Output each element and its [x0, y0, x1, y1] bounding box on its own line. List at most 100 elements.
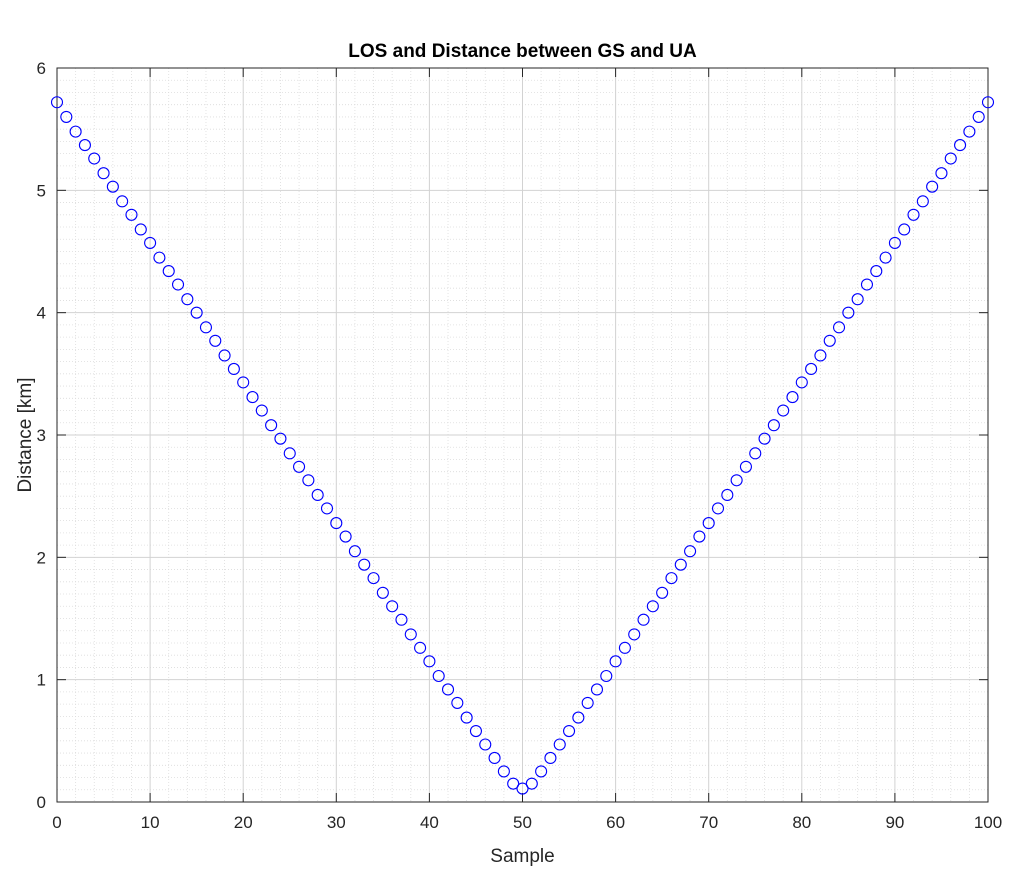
data-point: [907, 208, 920, 221]
data-point: [516, 782, 529, 795]
data-point: [274, 432, 287, 445]
data-point: [311, 488, 324, 501]
data-point: [376, 586, 389, 599]
data-point: [693, 530, 706, 543]
data-point: [181, 293, 194, 306]
data-point: [497, 765, 510, 778]
data-point: [553, 738, 566, 751]
data-point: [795, 376, 808, 389]
data-point: [190, 306, 203, 319]
tick-labels: 0 10 20 30 40 50 60 70 80 90 100 0 1 2 3 4 5 6: [37, 59, 1003, 832]
data-point: [479, 738, 492, 751]
data-point: [125, 208, 138, 221]
data-point: [535, 765, 548, 778]
data-point: [684, 545, 697, 558]
data-point: [404, 628, 417, 641]
data-point: [348, 545, 361, 558]
data-point: [218, 349, 231, 362]
major-grid: [56, 67, 989, 803]
data-point: [78, 139, 91, 152]
data-point: [749, 447, 762, 460]
data-point: [414, 641, 427, 654]
data-point: [209, 334, 222, 347]
data-point: [888, 236, 901, 249]
data-point: [758, 432, 771, 445]
data-point: [842, 306, 855, 319]
data-point: [581, 696, 594, 709]
data-point: [851, 293, 864, 306]
y-tick-label: 2: [37, 548, 46, 567]
data-point: [777, 404, 790, 417]
data-point: [50, 96, 64, 109]
y-tick-label: 5: [37, 181, 46, 200]
data-point: [97, 167, 110, 180]
data-point: [954, 139, 967, 152]
data-point: [283, 447, 296, 460]
data-point: [330, 517, 343, 530]
data-point: [320, 502, 334, 515]
data-point: [162, 265, 175, 278]
data-point: [507, 777, 520, 790]
data-point: [144, 236, 157, 249]
x-tick-label: 50: [513, 813, 532, 832]
data-point: [544, 751, 557, 765]
x-tick-label: 20: [234, 813, 253, 832]
data-point: [562, 724, 576, 738]
x-axis-label: Sample: [490, 846, 554, 867]
data-point: [423, 655, 436, 668]
data-point: [730, 474, 743, 487]
x-tick-label: 10: [141, 813, 160, 832]
data-point: [469, 724, 483, 738]
data-point: [711, 502, 725, 515]
data-point: [199, 321, 213, 334]
data-point: [488, 751, 501, 765]
y-tick-label: 4: [37, 304, 46, 323]
data-point: [302, 474, 315, 487]
data-point: [832, 321, 846, 334]
x-tick-label: 30: [327, 813, 346, 832]
data-point: [637, 613, 650, 626]
data-point: [898, 223, 911, 236]
data-point: [590, 683, 604, 696]
data-point: [339, 530, 352, 543]
data-point: [702, 517, 715, 530]
data-point: [60, 110, 73, 123]
y-axis-label: Distance [km]: [15, 377, 36, 492]
data-point: [963, 125, 976, 138]
data-point: [879, 251, 892, 264]
y-tick-label: 3: [37, 426, 46, 445]
data-point: [255, 404, 268, 417]
data-point: [609, 655, 622, 668]
data-point: [674, 558, 687, 571]
data-point: [767, 419, 780, 432]
data-point: [572, 711, 585, 724]
data-point: [441, 683, 455, 696]
data-point: [367, 572, 380, 585]
x-tick-label: 100: [974, 813, 1002, 832]
data-point: [916, 195, 929, 208]
data-point: [227, 362, 240, 375]
data-point: [386, 600, 399, 613]
data-point: [972, 110, 985, 123]
data-point: [860, 278, 874, 291]
axis-ticks: [56, 67, 989, 803]
data-point: [460, 711, 473, 724]
data-point: [981, 96, 995, 109]
data-point: [395, 613, 408, 626]
data-point: [628, 628, 641, 641]
data-point: [451, 696, 464, 709]
data-markers: [50, 96, 995, 795]
x-tick-label: 0: [52, 813, 61, 832]
data-point: [116, 195, 129, 208]
data-point: [237, 376, 250, 389]
data-point: [805, 362, 818, 375]
data-point: [721, 488, 734, 501]
data-point: [665, 572, 678, 585]
data-point: [358, 558, 371, 571]
data-point: [814, 349, 827, 362]
data-point: [618, 641, 631, 654]
data-point: [432, 669, 445, 683]
data-point: [106, 180, 119, 193]
data-point: [246, 391, 259, 404]
